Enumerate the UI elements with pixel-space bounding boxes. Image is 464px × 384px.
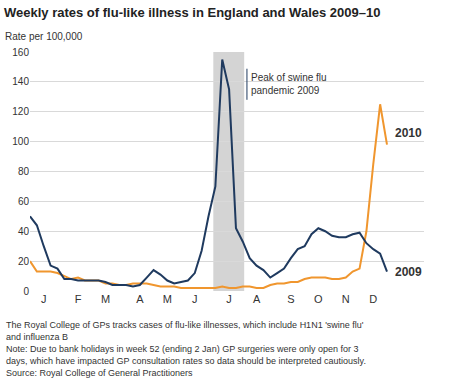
svg-text:M: M [101, 293, 110, 305]
svg-text:100: 100 [12, 136, 29, 147]
svg-text:120: 120 [12, 106, 29, 117]
svg-text:Weekly rates of flu-like illne: Weekly rates of flu-like illness in Engl… [4, 5, 380, 20]
svg-text:The Royal College of GPs track: The Royal College of GPs tracks cases of… [6, 320, 364, 342]
svg-text:20: 20 [18, 256, 30, 267]
svg-text:O: O [314, 293, 323, 305]
svg-text:140: 140 [12, 76, 29, 87]
svg-text:J: J [192, 293, 198, 305]
svg-text:A: A [136, 293, 144, 305]
svg-text:0: 0 [23, 286, 29, 297]
svg-text:60: 60 [18, 196, 30, 207]
svg-text:M: M [163, 293, 172, 305]
svg-text:N: N [342, 293, 350, 305]
svg-text:Source: Royal College of Gener: Source: Royal College of General Practit… [6, 368, 193, 378]
svg-text:F: F [75, 293, 82, 305]
svg-text:Peak of swine flupandemic 2009: Peak of swine flupandemic 2009 [251, 72, 327, 96]
svg-text:80: 80 [18, 166, 30, 177]
svg-text:S: S [287, 293, 294, 305]
svg-text:160: 160 [12, 47, 29, 58]
svg-text:2010: 2010 [395, 126, 422, 140]
svg-text:Note: Due to bank holidays in: Note: Due to bank holidays in week 52 (e… [6, 344, 366, 366]
svg-text:J: J [41, 293, 47, 305]
svg-text:2009: 2009 [395, 265, 422, 279]
svg-text:40: 40 [18, 226, 30, 237]
svg-text:A: A [253, 293, 261, 305]
svg-text:D: D [369, 293, 377, 305]
svg-text:J: J [226, 293, 232, 305]
svg-text:Rate per 100,000: Rate per 100,000 [5, 31, 83, 42]
